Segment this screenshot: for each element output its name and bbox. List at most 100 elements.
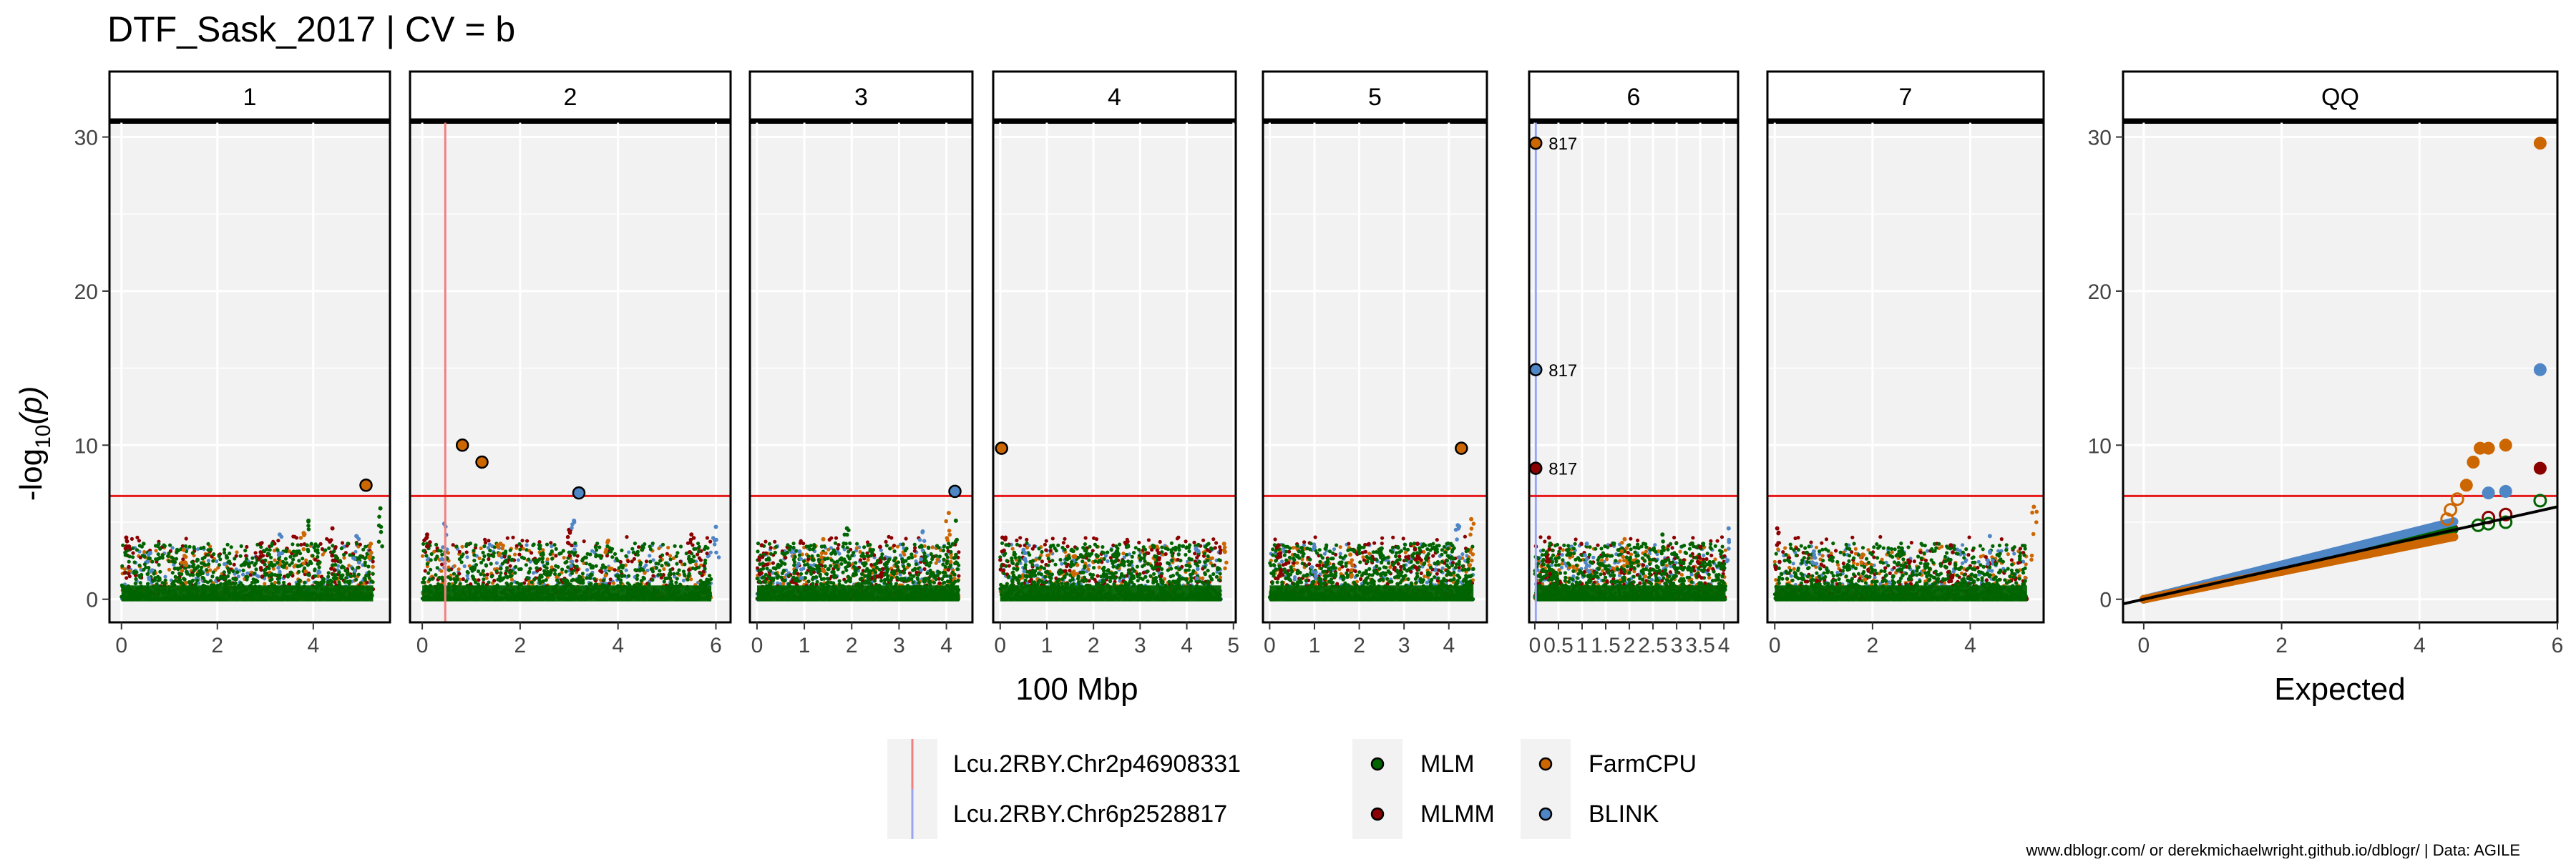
snp-dot [588,552,592,556]
snp-dot [157,552,160,556]
snp-dot [364,561,367,564]
snp-dot [769,552,773,556]
snp-dot [706,547,709,550]
snp-dot [658,569,661,572]
snp-dot [873,563,877,567]
snp-dot [796,577,799,581]
snp-dot [879,579,883,582]
snp-dot [286,574,290,578]
snp-dot [170,556,173,559]
snp-dot [150,560,154,564]
snp-dot [683,562,686,566]
snp-dot [855,542,859,546]
snp-dot [525,576,529,579]
snp-dot [609,577,613,581]
snp-dot [660,576,663,579]
snp-dot [675,577,679,580]
snp-point-chr1-4 [258,550,263,554]
snp-dot [492,579,496,582]
snp-dot [231,569,235,573]
snp-dot [273,581,277,584]
snp-dot [270,562,274,566]
snp-dot [613,568,617,572]
snp-dot [605,544,609,548]
snp-dot [482,554,486,558]
snp-dot [426,562,429,566]
snp-dot [195,579,199,582]
snp-dot [464,544,468,548]
snp-dot [560,567,564,571]
snp-dot [436,566,439,569]
snp-dot [257,574,260,578]
snp-dot [668,573,671,577]
snp-dot [575,568,579,572]
snp-point-chr2-9 [713,539,717,543]
snp-dot [371,572,375,576]
snp-point-chr2-4 [566,541,570,545]
snp-dot [932,581,936,584]
snp-dot [571,578,575,582]
snp-point-chr1-9 [357,560,361,564]
snp-dot [199,547,203,550]
snp-dot [163,544,167,548]
snp-dot [672,572,675,576]
snp-dot [173,560,177,564]
snp-dot [679,544,683,548]
snp-dot [865,554,869,557]
snp-dot [358,543,362,547]
snp-dot [525,548,528,552]
snp-dot [655,566,658,569]
snp-dot [192,563,195,567]
snp-dot [829,564,832,567]
snp-point-chr1-7 [306,524,311,528]
snp-point-chr2-6 [608,567,612,571]
panel-strip-label-chr3: 3 [854,84,868,111]
snp-dot [682,579,686,582]
snp-dot [218,557,222,561]
snp-dot [438,576,441,579]
snp-dot [816,554,820,557]
snp-dot [654,562,658,565]
snp-point-chr2-2 [498,552,502,556]
snp-dot [154,557,157,561]
snp-dot [447,582,451,586]
snp-dot [139,581,142,584]
snp-dot [545,543,549,547]
snp-dot [651,574,655,577]
y-tick-label-chr1-1: 10 [74,434,98,458]
snp-dot [649,547,653,551]
snp-point-chr1-11 [377,540,381,544]
snp-dot [489,562,493,566]
snp-dot [240,564,243,567]
snp-dot [806,554,810,558]
snp-dot [474,580,477,584]
snp-dot [285,549,288,553]
snp-dot [135,570,138,574]
snp-dot [137,539,141,542]
snp-dot [519,567,523,571]
snp-dot [245,557,248,561]
snp-dot [167,552,170,555]
snp-dot [239,582,243,585]
snp-dot [241,573,245,577]
snp-dot [525,563,528,567]
snp-point-chr1-6 [302,562,306,566]
snp-point-chr1-1 [150,568,155,572]
snp-dot [834,542,837,545]
snp-dot [120,564,124,568]
snp-point-chr1-7 [305,543,309,547]
snp-dot [867,558,870,562]
snp-dot [660,564,663,567]
snp-dot [487,557,490,561]
snp-dot [157,557,161,560]
snp-point-chr2-5 [570,526,574,530]
snp-dot [627,550,630,554]
snp-dot [917,581,921,584]
snp-dot [338,560,342,564]
snp-dot [226,543,230,547]
snp-dot [828,538,831,542]
snp-dot [826,548,830,552]
snp-dot [452,543,455,547]
snp-dot [570,572,574,575]
